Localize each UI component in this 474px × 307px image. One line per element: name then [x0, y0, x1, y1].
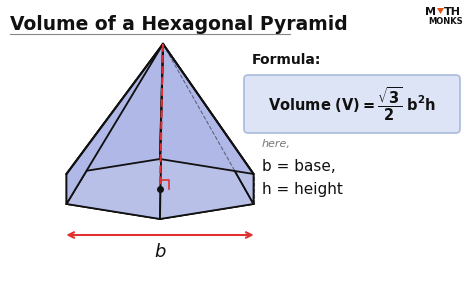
Text: b = base,: b = base, [262, 159, 336, 174]
Text: TH: TH [444, 7, 461, 17]
Polygon shape [163, 44, 254, 204]
Text: h = height: h = height [262, 182, 343, 197]
Text: Volume of a Hexagonal Pyramid: Volume of a Hexagonal Pyramid [10, 15, 348, 34]
Polygon shape [66, 44, 163, 204]
Text: Formula:: Formula: [252, 53, 321, 67]
FancyBboxPatch shape [244, 75, 460, 133]
Text: $\mathbf{Volume\ (V) = \dfrac{\sqrt{3}}{2}\ b^{2}h}$: $\mathbf{Volume\ (V) = \dfrac{\sqrt{3}}{… [268, 85, 436, 123]
Polygon shape [66, 159, 254, 219]
Text: here,: here, [262, 139, 291, 149]
Polygon shape [160, 44, 254, 219]
Text: b: b [155, 243, 166, 261]
Polygon shape [160, 44, 254, 174]
Polygon shape [437, 8, 444, 14]
Text: M: M [425, 7, 436, 17]
Text: h: h [133, 102, 145, 121]
Polygon shape [66, 44, 163, 219]
Text: MONKS: MONKS [428, 17, 463, 26]
Polygon shape [66, 44, 163, 174]
